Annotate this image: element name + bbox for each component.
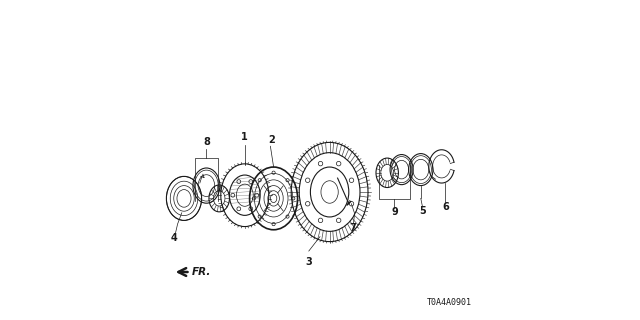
Text: 2: 2 xyxy=(269,135,275,145)
Text: 5: 5 xyxy=(419,206,426,216)
Text: 9: 9 xyxy=(391,207,398,218)
Text: 8: 8 xyxy=(203,137,210,148)
Text: T0A4A0901: T0A4A0901 xyxy=(427,298,472,307)
Text: 7: 7 xyxy=(349,223,356,233)
Text: 4: 4 xyxy=(170,233,177,244)
Text: 3: 3 xyxy=(305,257,312,268)
Text: FR.: FR. xyxy=(192,267,211,277)
Text: 6: 6 xyxy=(442,202,449,212)
Text: 1: 1 xyxy=(241,132,248,142)
